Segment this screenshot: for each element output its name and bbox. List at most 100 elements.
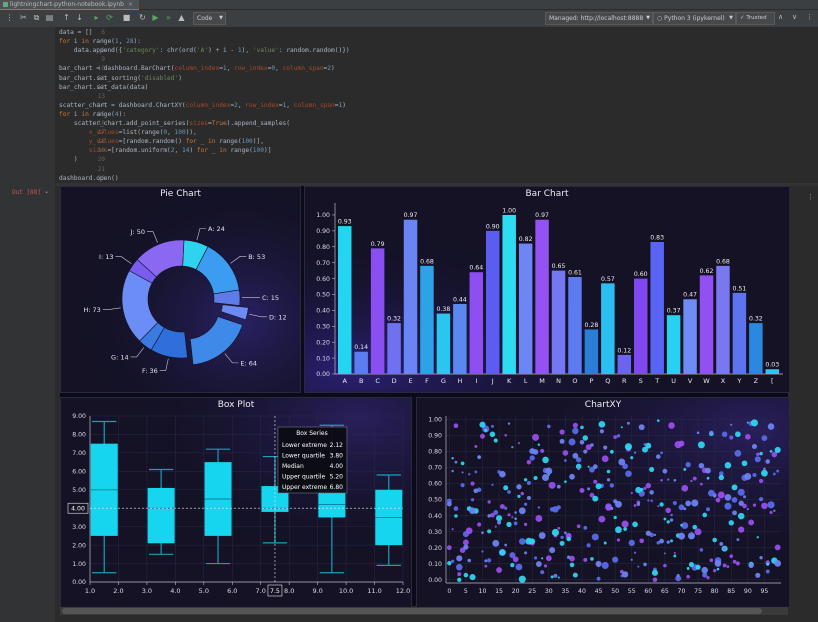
code-token: ) + i - bbox=[208, 47, 238, 55]
bar-chart-panel[interactable]: Bar Chart 0.00 0.10 0.20 0.30 0.40 0.50 0.60 0.… bbox=[304, 186, 790, 393]
scatter-point bbox=[526, 495, 531, 500]
scatter-point bbox=[507, 513, 511, 517]
code-token: =[random.uniform( bbox=[107, 147, 171, 155]
pie-chart-panel[interactable]: Pie Chart A: 24 B: 53 C: 15 D: 12 E: 64 F: 36… bbox=[60, 186, 301, 393]
bar-value-label: 0.90 bbox=[486, 223, 500, 230]
scatter-point bbox=[480, 433, 485, 439]
bar-value-label: 0.03 bbox=[765, 362, 779, 369]
scatter-point bbox=[487, 514, 491, 518]
trusted-indicator[interactable]: ✓ Trusted bbox=[736, 12, 775, 25]
scatter-point bbox=[615, 500, 622, 508]
close-icon[interactable]: × bbox=[127, 1, 134, 8]
more-icon[interactable]: ⋮ bbox=[806, 13, 813, 21]
scatter-point bbox=[582, 435, 589, 441]
scatter-chart-svg[interactable]: 0.00 0.10 0.20 0.30 0.40 0.50 0.60 0.70 0.80 0.90… bbox=[417, 398, 789, 607]
pie-chart-svg[interactable]: A: 24 B: 53 C: 15 D: 12 E: 64 F: 36 G: 14 H: 73… bbox=[61, 187, 300, 392]
code-editor[interactable]: 6 data = [] 7 for i in range(1, 28): 8 data.… bbox=[55, 27, 818, 183]
bar-chart-svg[interactable]: 0.00 0.10 0.20 0.30 0.40 0.50 0.60 0.70 0.80 0.90… bbox=[305, 187, 789, 392]
scatter-point bbox=[549, 547, 556, 554]
horizontal-scrollbar[interactable] bbox=[60, 607, 788, 615]
scatter-point bbox=[717, 491, 725, 499]
chevron-up-icon[interactable]: ∧ bbox=[778, 13, 784, 21]
chevron-down-icon[interactable]: ∨ bbox=[792, 13, 798, 21]
run-all-icon[interactable]: ⟳ bbox=[106, 13, 113, 22]
paste-icon[interactable]: ▤ bbox=[45, 13, 54, 22]
scatter-point bbox=[532, 433, 540, 441]
scatter-point bbox=[595, 560, 602, 567]
scatter-point bbox=[663, 517, 667, 521]
scatter-chart-panel[interactable]: ChartXY 0.00 0.10 0.20 0.30 0.40 0.50 0.60 0.70… bbox=[416, 397, 790, 608]
bar-category-label: T bbox=[654, 377, 659, 385]
fast-forward-icon[interactable]: » bbox=[166, 13, 171, 22]
cell-gutter bbox=[0, 27, 55, 622]
arrow-down-icon[interactable]: ↓ bbox=[76, 13, 83, 22]
collapse-output-icon[interactable]: ⌄ bbox=[44, 188, 50, 195]
scatter-point bbox=[732, 510, 737, 516]
scatter-point bbox=[526, 480, 531, 486]
scatter-point bbox=[491, 483, 494, 486]
code-line: ) bbox=[59, 156, 78, 163]
scatter-point bbox=[716, 567, 720, 571]
box-plot-svg[interactable]: 0.00 1.00 2.00 3.00 4.00 5.00 6.00 7.00 8.00 9.00… bbox=[61, 398, 411, 607]
pie-label-leader bbox=[102, 307, 121, 310]
clear-icon[interactable]: ▲ bbox=[178, 13, 185, 22]
restart-icon[interactable]: ↻ bbox=[139, 13, 146, 22]
interrupt-icon[interactable]: ■ bbox=[122, 13, 131, 22]
bar-value-label: 0.93 bbox=[338, 219, 352, 226]
dashboard-output[interactable]: Pie Chart A: 24 B: 53 C: 15 D: 12 E: 64 F: 36… bbox=[60, 186, 790, 608]
code-token: range( bbox=[92, 38, 115, 46]
scatter-point bbox=[509, 552, 516, 559]
box-tooltip-value: 3.80 bbox=[330, 453, 344, 460]
bar-category-label: X bbox=[721, 377, 726, 385]
scissors-icon[interactable]: ✂ bbox=[20, 13, 27, 22]
pie-slice-d bbox=[220, 304, 249, 321]
scatter-point bbox=[550, 575, 554, 579]
kernel-select[interactable]: ○ Python 3 (ipykernel) ▼ bbox=[653, 12, 736, 25]
pie-slice-label: E: 64 bbox=[240, 359, 257, 367]
scatter-point bbox=[468, 473, 471, 476]
scatter-point bbox=[506, 521, 512, 528]
scatter-point bbox=[713, 494, 717, 498]
bar-e bbox=[403, 219, 418, 374]
output-more-icon[interactable]: ⋮ bbox=[807, 193, 814, 201]
pie-chart-title: Pie Chart bbox=[160, 189, 201, 199]
code-token: x_values bbox=[88, 129, 119, 137]
bar-y bbox=[732, 292, 747, 374]
scatter-point bbox=[460, 461, 465, 466]
run-all-forward-icon[interactable]: ▶ bbox=[152, 13, 159, 22]
tab-notebook[interactable]: lightningchart-python-notebook.ipynb × bbox=[0, 0, 140, 10]
code-token bbox=[59, 138, 89, 145]
scatter-point bbox=[743, 495, 747, 499]
run-cell-icon[interactable]: ▸ bbox=[94, 13, 99, 22]
bar-value-label: 0.14 bbox=[354, 344, 368, 351]
scatter-x-tick-label: 95 bbox=[760, 588, 768, 595]
server-select[interactable]: Managed: http://localhost:8888 ▼ bbox=[545, 12, 653, 25]
scatter-point bbox=[481, 531, 484, 535]
scatter-point bbox=[451, 457, 454, 460]
bar-b bbox=[354, 351, 368, 374]
scatter-point bbox=[744, 473, 752, 480]
scatter-point bbox=[738, 500, 744, 506]
code-token: for bbox=[185, 138, 201, 146]
code-line: data = [] bbox=[59, 29, 93, 36]
copy-icon[interactable]: ⧉ bbox=[33, 13, 40, 22]
cell-type-select[interactable]: Code ▼ bbox=[193, 12, 226, 25]
scatter-point bbox=[580, 425, 584, 430]
code-token: data.append({ bbox=[59, 47, 123, 55]
scrollbar-thumb[interactable] bbox=[62, 608, 762, 614]
scatter-point bbox=[639, 538, 645, 544]
scatter-point bbox=[692, 476, 697, 481]
scatter-point bbox=[599, 429, 604, 434]
scatter-point bbox=[666, 540, 670, 544]
scatter-point bbox=[461, 471, 464, 474]
scatter-point bbox=[566, 532, 572, 538]
code-token: = bbox=[208, 120, 212, 127]
code-token: i bbox=[73, 110, 82, 118]
bar-value-label: 1.00 bbox=[502, 207, 516, 214]
arrow-up-icon[interactable]: ↑ bbox=[63, 13, 70, 22]
code-token: for bbox=[196, 147, 212, 155]
scatter-point bbox=[752, 503, 757, 507]
bar-l bbox=[518, 243, 533, 374]
box-plot-panel[interactable]: Box Plot 0.00 1.00 2.00 3.00 4.00 5.00 6.00 7.0… bbox=[60, 397, 412, 608]
code-token: ) bbox=[189, 147, 197, 155]
